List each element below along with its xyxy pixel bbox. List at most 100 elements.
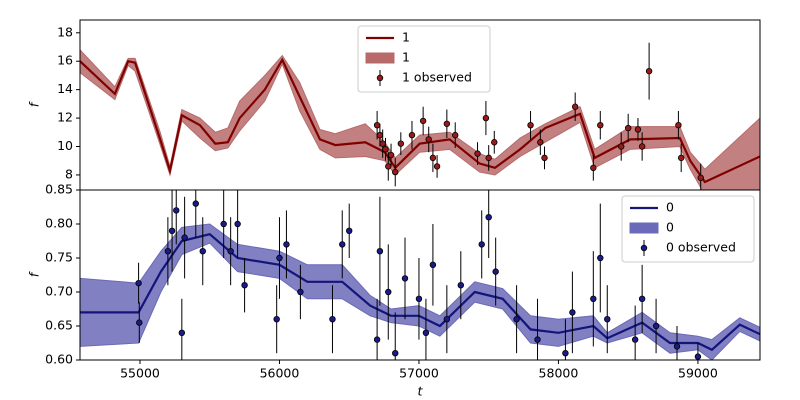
observed-point bbox=[634, 126, 642, 133]
observed-point bbox=[241, 282, 248, 289]
observed-point bbox=[457, 282, 464, 289]
observed-point bbox=[645, 67, 653, 75]
y-axis-label: f bbox=[27, 101, 42, 107]
observed-point bbox=[638, 295, 646, 302]
legend-label: 0 bbox=[666, 200, 674, 215]
legend-box bbox=[621, 195, 755, 263]
observed-point bbox=[590, 295, 597, 302]
legend-label: 1 bbox=[402, 30, 410, 45]
x-tick-label: 59000 bbox=[678, 366, 718, 381]
legend-label: 0 observed bbox=[666, 240, 736, 255]
observed-point bbox=[429, 154, 437, 162]
observed-point bbox=[597, 254, 604, 262]
legend-box bbox=[357, 25, 491, 93]
y-tick-label: 0.75 bbox=[45, 250, 73, 265]
observed-point bbox=[697, 174, 704, 181]
observed-point bbox=[401, 275, 409, 282]
model-line bbox=[80, 232, 760, 352]
observed-point bbox=[677, 154, 685, 162]
observed-point bbox=[339, 241, 346, 248]
x-tick-label: 56000 bbox=[260, 366, 300, 381]
observed-point bbox=[422, 329, 430, 336]
observed-point bbox=[408, 131, 416, 139]
model-line bbox=[80, 57, 760, 184]
observed-point bbox=[433, 163, 441, 170]
y-tick-label: 18 bbox=[57, 24, 73, 39]
observed-point bbox=[491, 139, 498, 146]
observed-point bbox=[373, 121, 381, 129]
legend-marker bbox=[640, 244, 648, 252]
observed-point bbox=[181, 234, 188, 241]
axes-frame bbox=[79, 189, 761, 361]
observed-point bbox=[199, 247, 206, 255]
legend-label: 1 observed bbox=[402, 70, 472, 85]
observed-point bbox=[373, 336, 381, 343]
observed-point bbox=[376, 131, 384, 139]
observed-point bbox=[346, 227, 353, 234]
observed-point bbox=[387, 151, 395, 159]
observed-point bbox=[173, 207, 180, 214]
y-tick-label: 0.60 bbox=[45, 352, 73, 367]
y-axis-label: f bbox=[27, 271, 42, 277]
observed-point bbox=[534, 336, 541, 343]
observed-point bbox=[624, 124, 632, 132]
observed-point bbox=[527, 121, 534, 129]
observed-point bbox=[234, 220, 241, 228]
observed-point bbox=[537, 139, 544, 146]
observed-point bbox=[276, 254, 283, 262]
legend-label: 1 bbox=[402, 50, 410, 65]
observed-point bbox=[618, 143, 625, 150]
y-tick-label: 0.70 bbox=[45, 284, 73, 299]
plot-area bbox=[80, 42, 760, 190]
observed-point bbox=[273, 316, 280, 323]
observed-point bbox=[482, 114, 490, 122]
observed-point bbox=[571, 103, 579, 110]
observed-point bbox=[376, 247, 384, 255]
x-tick-label: 55000 bbox=[120, 366, 160, 381]
observed-point bbox=[392, 350, 399, 357]
observed-point bbox=[443, 316, 451, 323]
y-tick-label: 8 bbox=[65, 166, 73, 181]
y-tick-label: 16 bbox=[57, 53, 73, 68]
y-tick-label: 0.65 bbox=[45, 318, 73, 333]
observed-point bbox=[604, 316, 611, 323]
observed-point bbox=[382, 146, 389, 153]
observed-point bbox=[569, 309, 576, 316]
observed-point bbox=[474, 150, 481, 157]
observed-point bbox=[419, 117, 427, 125]
observed-point bbox=[478, 241, 485, 248]
observed-point bbox=[562, 350, 569, 357]
observed-point bbox=[164, 247, 172, 255]
y-tick-label: 0.80 bbox=[45, 216, 73, 231]
y-tick-label: 10 bbox=[57, 138, 73, 153]
observed-point bbox=[492, 268, 499, 275]
observed-point bbox=[227, 247, 234, 255]
legend-marker bbox=[376, 74, 384, 82]
x-tick-label: 58000 bbox=[539, 366, 579, 381]
y-tick-label: 0.85 bbox=[45, 182, 73, 197]
observed-point bbox=[136, 319, 143, 326]
observed-point bbox=[397, 140, 405, 147]
y-tick-label: 12 bbox=[57, 110, 73, 125]
observed-point bbox=[220, 220, 227, 228]
observed-point bbox=[694, 353, 702, 360]
legend-patch bbox=[365, 52, 395, 64]
legend-label: 0 bbox=[666, 220, 674, 235]
observed-point bbox=[329, 316, 336, 323]
observed-point bbox=[452, 131, 459, 139]
observed-point bbox=[283, 241, 290, 248]
observed-point bbox=[178, 329, 186, 336]
observed-point bbox=[379, 140, 386, 147]
observed-point bbox=[192, 200, 199, 207]
legend-patch bbox=[629, 222, 659, 234]
observed-point bbox=[673, 343, 681, 350]
observed-point bbox=[385, 163, 392, 170]
x-axis-label: t bbox=[418, 384, 424, 399]
confidence-band bbox=[80, 49, 760, 190]
observed-point bbox=[425, 136, 432, 143]
y-tick-label: 14 bbox=[57, 81, 73, 96]
plot-area bbox=[80, 190, 760, 360]
observed-point bbox=[590, 164, 597, 172]
observed-point bbox=[631, 336, 639, 343]
